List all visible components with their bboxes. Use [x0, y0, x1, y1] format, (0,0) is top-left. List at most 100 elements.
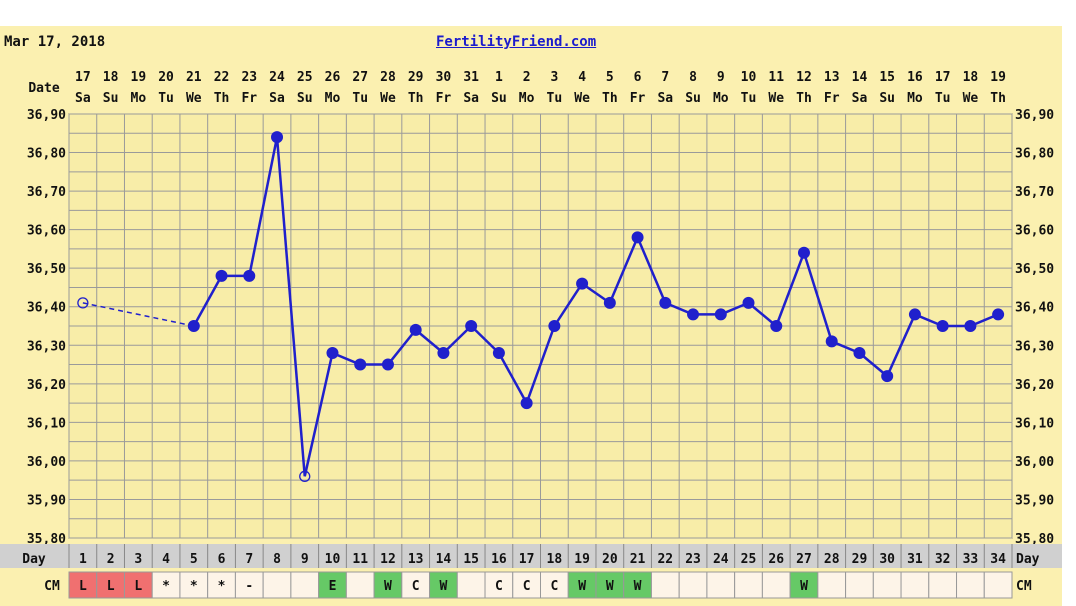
- date-label: 6: [634, 70, 642, 85]
- temp-point: [326, 346, 339, 359]
- weekday-label: Su: [103, 91, 119, 106]
- y-tick-label-right: 35,90: [1015, 493, 1054, 508]
- day-number: 21: [630, 552, 646, 567]
- temp-point: [853, 346, 866, 359]
- temp-line-dashed: [82, 302, 194, 327]
- y-tick-label-right: 36,40: [1015, 301, 1054, 316]
- temp-point: [797, 246, 810, 259]
- weekday-label: Mo: [519, 91, 535, 106]
- y-tick-label-left: 36,20: [27, 378, 66, 393]
- weekday-label: Mo: [325, 91, 341, 106]
- cm-value: C: [523, 579, 531, 594]
- day-row: [0, 544, 1062, 568]
- temp-point: [381, 358, 394, 371]
- date-label: 22: [214, 70, 230, 85]
- day-number: 12: [380, 552, 396, 567]
- cm-value: *: [190, 579, 198, 594]
- day-number: 7: [245, 552, 253, 567]
- temp-point: [437, 346, 450, 359]
- cm-value: W: [440, 579, 448, 594]
- cm-cell: [872, 571, 902, 599]
- cm-value: C: [412, 579, 420, 594]
- bbt-chart: 36,90 36,90 36,80 36,80 36,70 36,70 36,60 36,60…: [0, 26, 1062, 606]
- weekday-label: Fr: [824, 91, 840, 106]
- day-number: 4: [162, 552, 170, 567]
- day-number: 14: [436, 552, 452, 567]
- cm-cell: [567, 571, 597, 599]
- temp-point: [187, 320, 200, 332]
- date-row-label: Date: [28, 81, 59, 96]
- day-number: 13: [408, 552, 424, 567]
- cm-value: C: [550, 579, 558, 594]
- cm-row-label-right: CM: [1016, 579, 1032, 594]
- weekday-label: We: [963, 91, 979, 106]
- cm-cell: [345, 571, 375, 599]
- date-label: 17: [935, 70, 951, 85]
- cm-cell: [290, 571, 320, 599]
- weekday-label: Th: [408, 91, 424, 106]
- cm-value: L: [79, 579, 87, 594]
- day-number: 31: [907, 552, 923, 567]
- temp-point: [409, 323, 422, 336]
- weekday-label: Tu: [935, 91, 951, 106]
- temp-point: [520, 397, 533, 410]
- date-label: 7: [661, 70, 669, 85]
- date-label: 12: [796, 70, 812, 85]
- cm-cell: [207, 571, 236, 599]
- day-number: 3: [134, 552, 142, 567]
- date-label: 18: [103, 70, 119, 85]
- y-tick-label-left: 36,00: [27, 455, 66, 470]
- temp-line-segment: [802, 252, 833, 342]
- weekday-label: Su: [491, 91, 507, 106]
- date-label: 11: [768, 70, 784, 85]
- cm-value: W: [384, 579, 392, 594]
- y-tick-label-right: 36,30: [1015, 339, 1054, 354]
- temp-point-open: [299, 470, 311, 482]
- day-number: 27: [796, 552, 812, 567]
- cm-cell: [540, 571, 569, 599]
- cm-cell: [595, 571, 625, 599]
- temp-line-segment: [248, 136, 279, 277]
- date-label: 10: [741, 70, 757, 85]
- y-tick-label-right: 36,00: [1015, 455, 1054, 470]
- cm-cell: [650, 571, 680, 599]
- y-tick-label-left: 36,60: [27, 224, 66, 239]
- temp-point: [964, 320, 977, 332]
- date-label: 28: [380, 70, 396, 85]
- day-number: 8: [273, 552, 281, 567]
- cm-cell: [484, 571, 514, 599]
- cm-row-label-left: CM: [44, 579, 60, 594]
- y-tick-label-right: 36,70: [1015, 185, 1054, 200]
- y-tick-label-right: 36,60: [1015, 224, 1054, 239]
- day-row-label-left: Day: [22, 552, 46, 567]
- day-number: 32: [935, 552, 951, 567]
- temp-line-segment: [192, 275, 223, 327]
- cm-value: W: [634, 579, 642, 594]
- cm-cell: [983, 571, 1013, 599]
- weekday-label: Fr: [630, 91, 646, 106]
- cm-cell: [789, 571, 819, 599]
- temp-point: [215, 269, 228, 282]
- temp-point: [881, 370, 894, 383]
- temp-point: [742, 296, 755, 309]
- y-tick-label-left: 35,80: [27, 532, 66, 547]
- temp-point: [603, 296, 616, 309]
- date-label: 18: [963, 70, 979, 85]
- cm-cell: [956, 571, 985, 599]
- temp-line-segment: [608, 236, 639, 304]
- cm-cell: [262, 571, 292, 599]
- chart-date: Mar 17, 2018: [4, 34, 106, 50]
- cm-value: W: [800, 579, 808, 594]
- site-link[interactable]: FertilityFriend.com: [436, 34, 597, 50]
- y-tick-label-left: 36,10: [27, 416, 66, 431]
- weekday-label: Tu: [741, 91, 757, 106]
- weekday-label: Sa: [269, 91, 285, 106]
- cm-cell: [817, 571, 847, 599]
- temp-line-segment: [470, 325, 500, 354]
- date-label: 21: [186, 70, 202, 85]
- y-tick-label-left: 36,50: [27, 262, 66, 277]
- date-label: 14: [852, 70, 868, 85]
- y-tick-label-left: 36,30: [27, 339, 66, 354]
- temp-point: [631, 231, 644, 244]
- temp-line-segment: [636, 236, 667, 304]
